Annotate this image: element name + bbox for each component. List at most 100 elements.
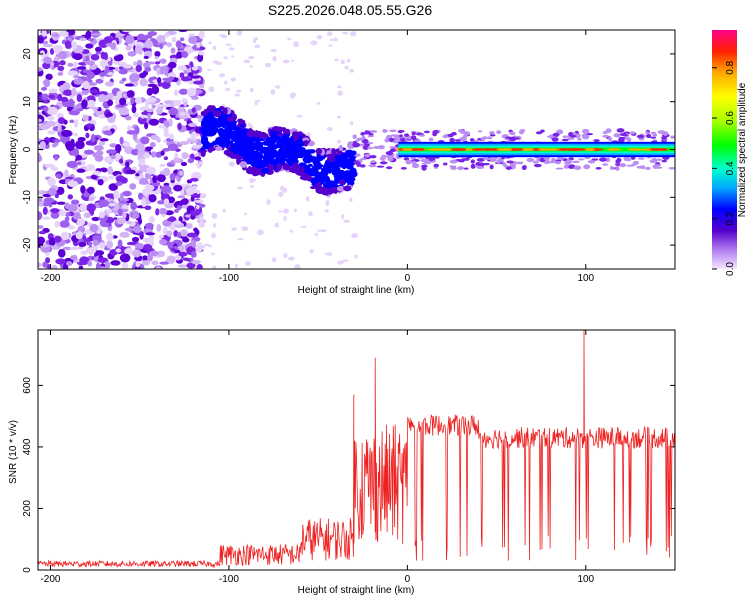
heatmap-cell bbox=[180, 161, 188, 167]
heatmap-cell bbox=[411, 135, 417, 141]
heatmap-cell bbox=[423, 130, 430, 134]
heatmap-cell bbox=[48, 94, 56, 99]
heatmap-cell bbox=[294, 208, 298, 212]
heatmap-cell bbox=[503, 164, 509, 168]
heatmap-cell bbox=[309, 249, 314, 254]
heatmap-cell bbox=[82, 80, 90, 90]
heatmap-cell bbox=[69, 246, 79, 251]
heatmap-cell bbox=[118, 158, 124, 164]
heatmap-cell bbox=[179, 244, 185, 253]
heatmap-cell bbox=[89, 223, 99, 233]
heatmap-cell bbox=[61, 129, 72, 138]
heatmap-cell bbox=[163, 198, 170, 205]
heatmap-cell bbox=[72, 211, 81, 220]
heatmap-cell bbox=[146, 166, 157, 175]
heatmap-cell bbox=[85, 247, 97, 255]
heatmap-cell bbox=[67, 180, 79, 188]
heatmap-cell bbox=[196, 44, 201, 48]
heatmap-cell bbox=[124, 83, 135, 87]
heatmap-cell bbox=[84, 60, 95, 66]
heatmap-cell bbox=[457, 166, 465, 171]
heatmap-cell bbox=[160, 150, 165, 156]
heatmap-cell bbox=[278, 210, 283, 213]
heatmap-cell bbox=[359, 164, 366, 168]
heatmap-cell bbox=[181, 154, 192, 158]
heatmap-cell bbox=[159, 163, 166, 167]
heatmap-cell bbox=[331, 169, 339, 176]
heatmap-cell bbox=[156, 250, 166, 258]
heatmap-cell bbox=[521, 165, 527, 171]
heatmap-cell bbox=[44, 163, 55, 168]
heatmap-cell bbox=[270, 89, 276, 95]
heatmap-cell bbox=[232, 133, 239, 138]
heatmap-cell bbox=[632, 160, 639, 165]
heatmap-cell bbox=[622, 134, 629, 137]
heatmap-cell bbox=[55, 258, 66, 265]
heatmap-cell bbox=[149, 142, 156, 148]
heatmap-cell bbox=[333, 37, 338, 42]
heatmap-cell bbox=[42, 106, 49, 112]
heatmap-cell bbox=[442, 134, 449, 139]
heatmap-cell bbox=[411, 131, 416, 136]
heatmap-cell bbox=[480, 137, 486, 141]
heatmap-cell bbox=[166, 230, 173, 237]
heatmap-cell bbox=[122, 141, 131, 148]
heatmap-cell bbox=[127, 125, 132, 131]
heatmap-cell bbox=[470, 159, 475, 164]
heatmap-cell bbox=[107, 166, 114, 175]
heatmap-cell bbox=[38, 106, 44, 111]
heatmap-cell bbox=[276, 163, 282, 171]
heatmap-cell bbox=[158, 239, 168, 245]
heatmap-cell bbox=[86, 71, 95, 80]
heatmap-cell bbox=[290, 59, 295, 62]
heatmap-cell bbox=[99, 72, 106, 77]
heatmap-cell bbox=[496, 130, 502, 135]
heatmap-cell bbox=[640, 165, 646, 170]
heatmap-cell bbox=[421, 162, 429, 165]
heatmap-cell bbox=[163, 156, 169, 161]
heatmap-cell bbox=[134, 96, 143, 104]
heatmap-cell bbox=[97, 257, 109, 263]
heatmap-cell bbox=[197, 242, 203, 245]
heatmap-cell bbox=[160, 66, 165, 75]
heatmap-cell bbox=[370, 160, 376, 164]
heatmap-cell bbox=[47, 115, 55, 121]
heatmap-cell bbox=[90, 106, 99, 110]
heatmap-cell bbox=[38, 211, 43, 221]
heatmap-cell bbox=[225, 87, 231, 92]
heatmap-cell bbox=[62, 246, 73, 251]
heatmap-cell bbox=[363, 139, 369, 144]
heatmap-cell bbox=[97, 178, 104, 186]
heatmap-cell bbox=[130, 96, 135, 105]
heatmap-cell bbox=[264, 62, 272, 68]
heatmap-cell bbox=[577, 158, 585, 161]
heatmap-cell bbox=[54, 154, 59, 161]
heatmap-cell bbox=[194, 244, 203, 253]
heatmap-cell bbox=[43, 56, 52, 64]
heatmap-cell bbox=[282, 59, 290, 64]
heatmap-cell bbox=[124, 227, 135, 232]
heatmap-cell bbox=[147, 83, 157, 88]
heatmap-cell bbox=[166, 217, 176, 222]
heatmap-cell bbox=[105, 92, 115, 102]
heatmap-cell bbox=[90, 134, 96, 143]
heatmap-cell bbox=[176, 51, 183, 59]
heatmap-cell bbox=[58, 30, 69, 37]
spectrogram-y-tick-label: 20 bbox=[22, 48, 33, 60]
spectrogram-y-tick-label: -10 bbox=[22, 190, 33, 205]
heatmap-cell bbox=[47, 130, 56, 135]
heatmap-cell bbox=[606, 148, 622, 151]
heatmap-cell bbox=[179, 72, 185, 78]
heatmap-cell bbox=[352, 142, 361, 148]
heatmap-cell bbox=[173, 208, 180, 214]
heatmap-cell bbox=[144, 66, 152, 72]
heatmap-cell bbox=[222, 107, 228, 115]
heatmap-cell bbox=[140, 115, 146, 119]
heatmap-cell bbox=[401, 148, 413, 151]
spectrogram-y-label: Frequency (Hz) bbox=[8, 116, 19, 185]
heatmap-cell bbox=[69, 119, 75, 124]
heatmap-cell bbox=[177, 195, 186, 199]
heatmap-cell bbox=[336, 115, 342, 119]
heatmap-cell bbox=[138, 72, 147, 79]
